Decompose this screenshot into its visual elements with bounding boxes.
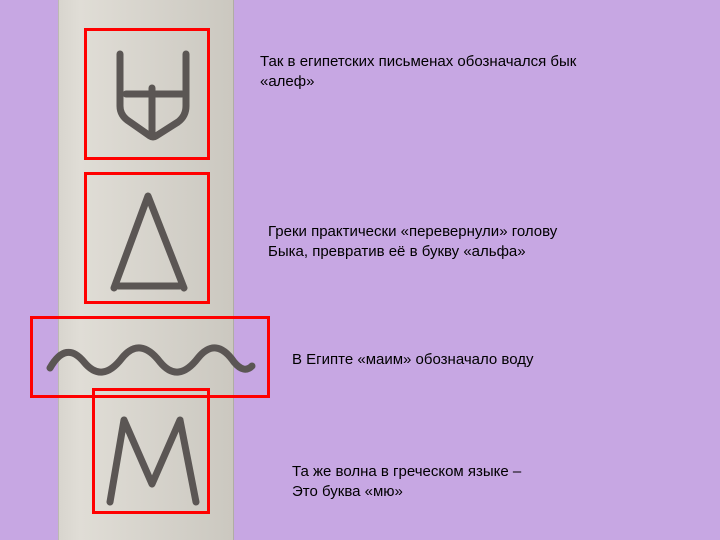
- glyph-aleph: [106, 44, 196, 154]
- glyph-maim: [44, 328, 258, 388]
- caption-aleph: Так в египетских письменах обозначался б…: [260, 52, 690, 93]
- caption-maim: В Египте «маим» обозначало воду: [292, 350, 672, 370]
- glyph-alpha: [102, 186, 198, 298]
- caption-alpha: Греки практически «перевернули» голову Б…: [268, 222, 688, 263]
- glyph-mu: [100, 406, 208, 514]
- caption-mu: Та же волна в греческом языке – Это букв…: [292, 462, 672, 503]
